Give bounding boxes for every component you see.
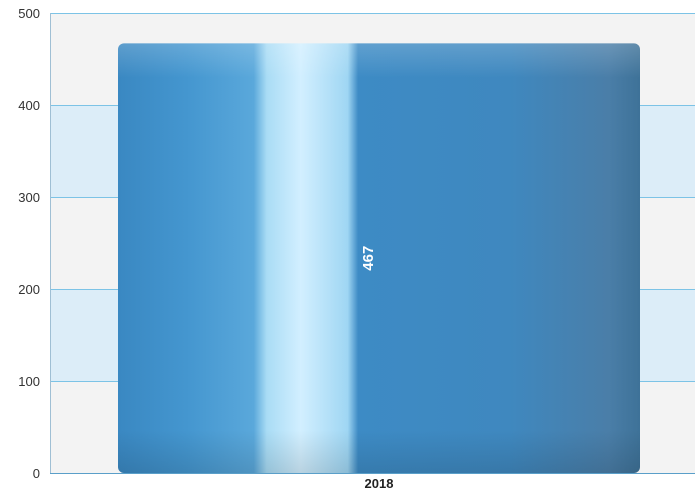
y-tick-label: 500 [18, 6, 40, 21]
y-tick-label: 100 [18, 374, 40, 389]
y-axis: 0 100 200 300 400 500 [18, 6, 40, 481]
bars [118, 43, 640, 474]
data-label: 467 [360, 246, 377, 271]
bar-highlight [118, 43, 640, 474]
y-tick-label: 300 [18, 190, 40, 205]
y-tick-label: 0 [33, 466, 40, 481]
data-labels: 467 [360, 246, 377, 271]
x-tick-label: 2018 [365, 476, 394, 491]
y-tick-label: 200 [18, 282, 40, 297]
x-axis: 2018 [365, 476, 394, 491]
y-tick-label: 400 [18, 98, 40, 113]
